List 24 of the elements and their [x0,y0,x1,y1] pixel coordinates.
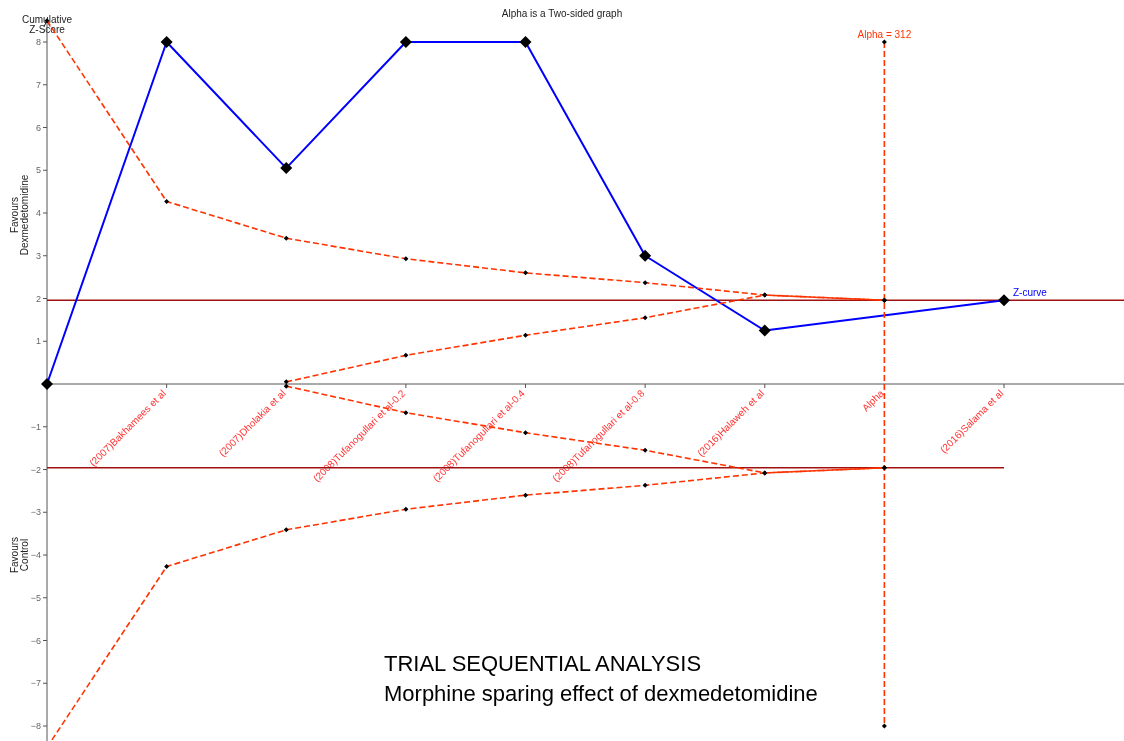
annotation: Morphine sparing effect of dexmedetomidine [384,681,818,706]
y-tick-label: −5 [30,592,41,603]
y-tick-label: 4 [35,208,41,218]
y-tick-label: 8 [35,37,41,47]
y-tick-label: 5 [35,165,41,176]
chart-title: Alpha is a Two-sided graph [501,8,623,19]
y-axis-title: Cumulative Z-Score [21,14,73,35]
series-label: Z-curve [1013,287,1048,299]
y-tick-label: 7 [35,79,41,90]
text: Favours Control [9,536,30,574]
y-tick-label: −2 [30,464,41,475]
y-tick-label: 6 [35,122,41,133]
y-tick-label: −1 [30,421,41,432]
annotation: Alpha = 312 [857,29,912,40]
text: Favours Dexmedetomidine [9,174,30,256]
y-tick-label: 2 [35,293,41,304]
y-tick-label: −4 [30,550,41,560]
y-tick-label: −6 [30,635,41,646]
annotation: TRIAL SEQUENTIAL ANALYSIS [384,651,702,676]
y-tick-label: 3 [35,250,41,261]
y-tick-label: −3 [30,507,41,518]
y-tick-label: −7 [30,678,41,689]
y-tick-label: 1 [35,336,41,347]
y-tick-label: −8 [30,721,41,731]
